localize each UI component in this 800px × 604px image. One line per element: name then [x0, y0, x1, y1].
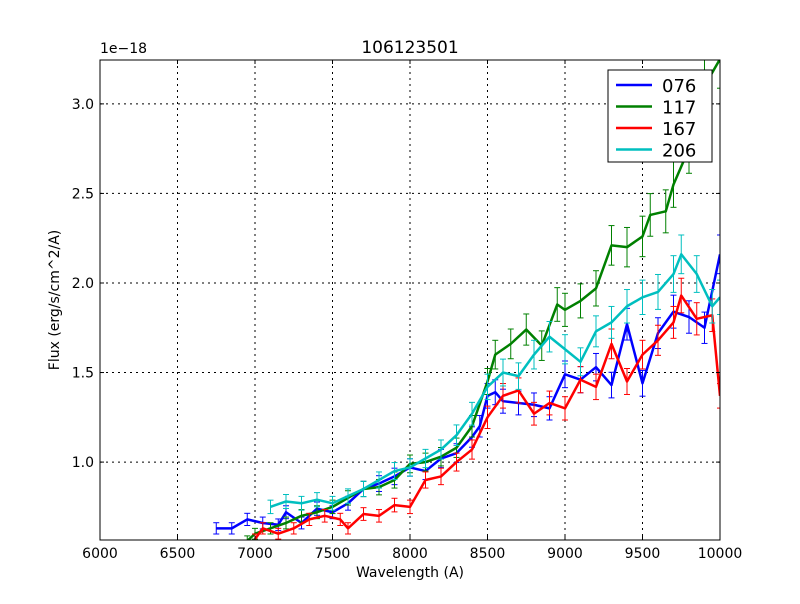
series-076: [213, 235, 723, 534]
x-tick-label: 7500: [315, 546, 351, 562]
series-line-206: [271, 254, 721, 507]
legend-label: 117: [662, 98, 696, 119]
y-axis-label: Flux (erg/s/cm^2/A): [47, 230, 63, 370]
legend-label: 076: [662, 76, 696, 97]
y-tick-label: 1.0: [72, 455, 94, 471]
series-206: [268, 235, 724, 514]
legend-label: 167: [662, 119, 696, 140]
x-tick-label: 7000: [237, 546, 273, 562]
x-tick-label: 9500: [625, 546, 661, 562]
x-axis-label: Wavelength (A): [356, 565, 464, 581]
y-tick-label: 3.0: [72, 97, 94, 113]
x-tick-label: 10000: [698, 546, 743, 562]
y-tick-label: 1.5: [72, 366, 94, 382]
x-tick-label: 6000: [82, 546, 118, 562]
x-tick-label: 8500: [470, 546, 506, 562]
x-tick-label: 8000: [392, 546, 428, 562]
x-tick-label: 6500: [160, 546, 196, 562]
y-tick-label: 2.5: [72, 186, 94, 202]
y-offset-label: 1e−18: [100, 41, 147, 57]
legend-label: 206: [662, 141, 696, 162]
y-tick-label: 2.0: [72, 276, 94, 292]
chart-title: 106123501: [361, 38, 458, 58]
x-tick-label: 9000: [547, 546, 583, 562]
